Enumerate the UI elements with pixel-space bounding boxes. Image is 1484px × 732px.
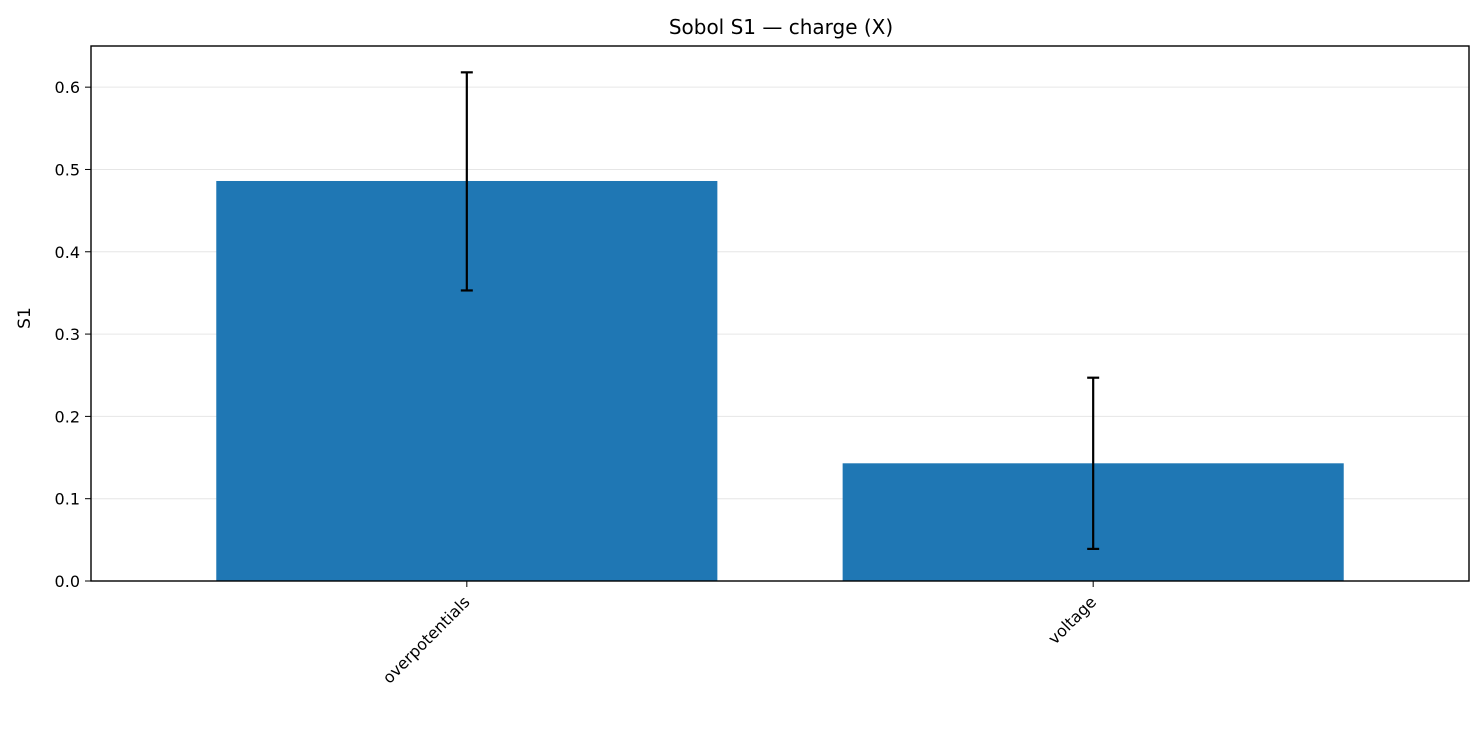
chart-title: Sobol S1 — charge (X)	[669, 15, 893, 39]
x-tick-label-overpotentials: overpotentials	[379, 592, 474, 687]
y-tick-label: 0.2	[55, 407, 80, 426]
y-tick-label: 0.3	[55, 325, 80, 344]
y-tick-label: 0.0	[55, 572, 80, 591]
y-axis-label: S1	[15, 307, 35, 329]
y-tick-label: 0.5	[55, 160, 80, 179]
y-tick-label: 0.1	[55, 490, 80, 509]
y-tick-label: 0.6	[55, 78, 80, 97]
y-tick-label: 0.4	[55, 243, 80, 262]
plot-area: 0.0 0.1 0.2 0.3 0.4 0.5 0.6 overpotentials volta…	[55, 45, 1470, 687]
x-tick-label-voltage: voltage	[1044, 592, 1100, 648]
plot-frame	[90, 45, 1470, 582]
